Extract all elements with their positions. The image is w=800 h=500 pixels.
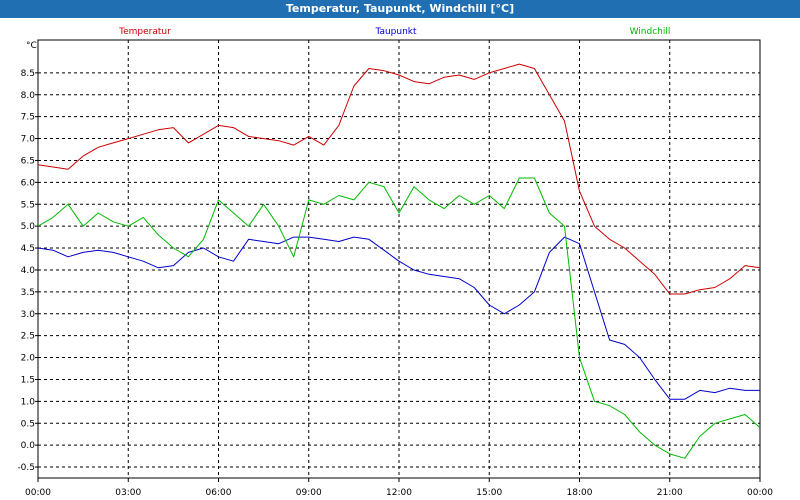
window-title: Temperatur, Taupunkt, Windchill [°C] bbox=[285, 2, 515, 15]
y-tick-label: 5.0 bbox=[21, 222, 36, 232]
y-tick-label: 8.5 bbox=[21, 69, 35, 79]
x-tick-time-label: 06:00 bbox=[206, 488, 232, 498]
y-tick-label: 3.0 bbox=[21, 310, 36, 320]
tick-label-layer: -0.5 0.0 0.5 1.0 1.5 2.0 2.5 3.0 3.5 4.0 4.5 5.0 5.5… bbox=[17, 69, 773, 498]
x-tick-time-label: 21:00 bbox=[657, 488, 683, 498]
y-tick-label: 1.0 bbox=[21, 397, 36, 407]
grid-layer bbox=[35, 40, 761, 482]
y-tick-label: 6.5 bbox=[21, 156, 35, 166]
y-tick-label: 5.5 bbox=[21, 200, 35, 210]
series-layer bbox=[37, 63, 761, 459]
legend-taupunkt: Taupunkt bbox=[374, 27, 417, 37]
y-tick-label: 3.5 bbox=[21, 288, 35, 298]
y-tick-label: 0.5 bbox=[21, 419, 35, 429]
y-tick-label: -0.5 bbox=[17, 463, 35, 473]
y-tick-label: 6.0 bbox=[21, 178, 36, 188]
window-title-bar: Temperatur, Taupunkt, Windchill [°C] bbox=[0, 0, 800, 18]
series-line-temperatur bbox=[37, 63, 761, 295]
y-tick-label: 0.0 bbox=[21, 441, 36, 451]
legend-temperatur: Temperatur bbox=[118, 27, 171, 37]
x-tick-time-label: 18:00 bbox=[567, 488, 593, 498]
x-tick-time-label: 00:00 bbox=[747, 488, 773, 498]
chart-canvas: °C Temperatur Taupunkt Windchill -0.5 0.0… bbox=[17, 27, 773, 498]
x-tick-time-label: 15:00 bbox=[476, 488, 502, 498]
y-tick-label: 2.5 bbox=[21, 332, 35, 342]
y-axis-unit-label: °C bbox=[26, 41, 37, 51]
series-line-taupunkt bbox=[37, 236, 760, 400]
x-tick-time-label: 12:00 bbox=[386, 488, 412, 498]
x-tick-time-label: 03:00 bbox=[115, 488, 141, 498]
y-tick-label: 2.0 bbox=[21, 354, 36, 364]
series-line-windchill bbox=[37, 177, 761, 459]
y-tick-label: 7.5 bbox=[21, 113, 35, 123]
y-tick-label: 4.0 bbox=[21, 266, 36, 276]
y-tick-label: 1.5 bbox=[21, 375, 35, 385]
x-tick-time-label: 09:00 bbox=[296, 488, 322, 498]
legend-windchill: Windchill bbox=[630, 27, 671, 37]
y-tick-label: 8.0 bbox=[21, 91, 36, 101]
y-tick-label: 7.0 bbox=[21, 135, 36, 145]
x-tick-time-label: 00:00 bbox=[25, 488, 51, 498]
y-tick-label: 4.5 bbox=[21, 244, 35, 254]
